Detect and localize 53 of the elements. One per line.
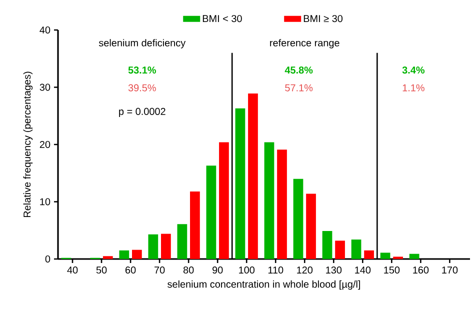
y-tick-label: 40 <box>40 26 50 34</box>
annotation: 3.4% <box>402 66 425 74</box>
x-tick-label: 160 <box>413 266 429 274</box>
bar <box>206 166 216 259</box>
bar <box>306 194 316 259</box>
legend-label: BMI < 30 <box>202 15 242 22</box>
bar <box>119 250 130 259</box>
bar <box>190 191 200 259</box>
annotation: p = 0.0002 <box>119 108 166 117</box>
x-tick-label: 120 <box>297 266 313 274</box>
bar <box>264 142 274 259</box>
legend-label: BMI ≥ 30 <box>304 15 343 22</box>
x-tick-label: 40 <box>67 266 78 274</box>
annotation: reference range <box>270 39 340 48</box>
bar <box>277 150 287 259</box>
bar <box>364 250 374 259</box>
x-tick-label: 60 <box>125 266 136 274</box>
bar <box>335 240 345 259</box>
x-tick-label: 110 <box>268 266 284 274</box>
bar <box>161 234 171 259</box>
y-tick-label: 20 <box>40 140 50 148</box>
annotation: 45.8% <box>284 66 313 74</box>
bar <box>219 142 229 259</box>
x-tick-label: 90 <box>212 266 223 274</box>
y-tick-label: 10 <box>40 198 50 206</box>
y-axis-title: Relative frequency (percentages) <box>23 72 33 218</box>
x-tick-label: 80 <box>183 266 194 274</box>
bar <box>177 224 188 259</box>
bar <box>148 234 158 259</box>
bar <box>409 254 420 259</box>
annotation: 53.1% <box>128 66 156 74</box>
annotation: 39.5% <box>128 84 156 92</box>
x-axis-title: selenium concentration in whole blood [µg/l] <box>168 280 360 290</box>
bar <box>293 178 304 259</box>
bar <box>102 256 113 259</box>
x-tick-label: 130 <box>326 266 342 274</box>
bar <box>248 94 258 259</box>
y-tick-label: 30 <box>40 84 50 91</box>
bar <box>351 240 362 259</box>
annotation: 1.1% <box>402 84 424 92</box>
x-tick-label: 150 <box>384 266 400 274</box>
bar <box>132 250 142 259</box>
bar <box>380 252 390 259</box>
x-tick-label: 100 <box>239 266 255 274</box>
bar <box>322 230 332 259</box>
x-tick-label: 70 <box>154 266 165 274</box>
x-tick-label: 140 <box>355 266 371 274</box>
x-tick-label: 170 <box>442 266 458 274</box>
bar <box>235 108 246 259</box>
x-tick-label: 50 <box>96 266 107 274</box>
y-tick-label: 0 <box>45 255 50 263</box>
annotation: selenium deficiency <box>98 39 186 48</box>
annotation: 57.1% <box>285 84 313 92</box>
